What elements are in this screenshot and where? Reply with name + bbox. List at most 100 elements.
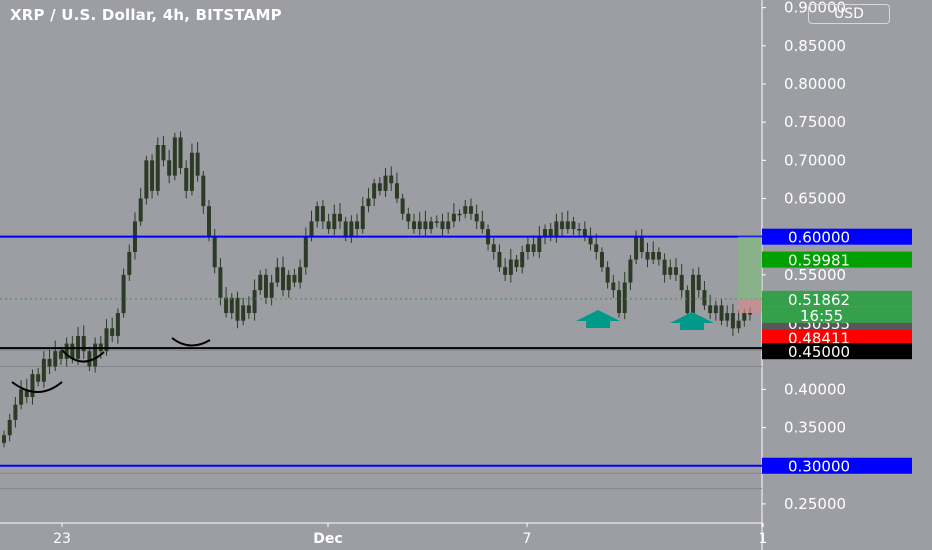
candle-body <box>24 389 29 398</box>
candle-body <box>309 221 314 237</box>
candle-body <box>320 206 325 222</box>
candle-body <box>150 160 155 191</box>
price-tag-label: 0.45000 <box>788 343 850 361</box>
price-tick-label: 0.35000 <box>784 419 846 437</box>
candle-body <box>36 374 41 382</box>
price-tag <box>762 457 912 474</box>
chart-title: XRP / U.S. Dollar, 4h, BITSTAMP <box>10 6 282 24</box>
price-tick-label: 0.75000 <box>784 113 846 131</box>
candle-body <box>463 206 468 214</box>
price-tag <box>762 228 912 245</box>
candle-body <box>429 221 434 230</box>
drawing-curve <box>11 381 63 393</box>
candle-body <box>639 236 644 252</box>
candle-body <box>457 213 462 216</box>
candle-body <box>161 145 166 161</box>
candle-body <box>30 374 35 398</box>
price-tag-label: 0.59981 <box>788 252 850 270</box>
candle-body <box>451 213 456 222</box>
candle-body <box>696 274 701 291</box>
candle-body <box>708 305 713 314</box>
candle-body <box>446 221 451 230</box>
candle-body <box>394 183 399 199</box>
candle-body <box>189 152 194 191</box>
candle-body <box>400 198 405 214</box>
candle-body <box>326 221 331 230</box>
price-tag <box>762 251 912 268</box>
candle-body <box>542 229 547 237</box>
countdown-label: 16:55 <box>800 307 843 325</box>
candle-body <box>184 167 189 191</box>
candle-body <box>286 274 291 291</box>
countdown-tag <box>762 306 912 323</box>
candle-body <box>115 313 120 336</box>
up-arrow-marker <box>670 312 714 330</box>
candle-body <box>702 290 707 306</box>
candle-body <box>611 282 616 291</box>
currency-button[interactable]: USD <box>808 4 890 24</box>
candle-body <box>725 313 730 321</box>
candle-body <box>337 213 342 222</box>
candle-body <box>406 213 411 222</box>
candle-body <box>252 290 257 314</box>
candle-body <box>577 229 582 231</box>
candle-body <box>224 297 229 314</box>
candle-body <box>514 259 519 268</box>
price-tag-label: 0.48411 <box>788 329 850 347</box>
up-arrow-marker <box>576 310 620 328</box>
candle-body <box>434 221 439 223</box>
candle-body <box>298 267 303 283</box>
candle-body <box>172 137 177 176</box>
candle-body <box>201 175 206 207</box>
drawing-curve <box>171 337 211 347</box>
price-tick-label: 0.70000 <box>784 151 846 169</box>
candle-body <box>594 244 599 252</box>
candle-body <box>47 358 52 367</box>
candle-body <box>110 328 115 336</box>
price-tag <box>762 343 912 360</box>
candle-body <box>423 221 428 230</box>
drawing-curve <box>61 349 105 363</box>
price-tag-label: 0.30000 <box>788 458 850 476</box>
candle-body <box>269 282 274 298</box>
candle-body <box>571 221 576 230</box>
candle-body <box>412 221 417 230</box>
candle-body <box>281 267 286 291</box>
candle-body <box>730 313 735 329</box>
price-tag-label: 0.51862 <box>788 291 850 309</box>
candle-body <box>19 389 24 405</box>
position-loss-zone <box>738 298 762 314</box>
candle-body <box>497 251 502 268</box>
candle-body <box>719 305 724 321</box>
price-tick-label: 0.55000 <box>784 266 846 284</box>
candle-body <box>474 213 479 222</box>
candle-body <box>195 152 200 176</box>
candle-body <box>656 251 661 260</box>
candle-body <box>491 244 496 252</box>
candle-body <box>303 236 308 268</box>
candle-body <box>121 274 126 314</box>
candle-body <box>360 206 365 230</box>
candle-body <box>7 419 12 436</box>
price-tick-label: 0.40000 <box>784 380 846 398</box>
candle-body <box>440 221 445 230</box>
candle-body <box>742 313 747 321</box>
candle-body <box>343 221 348 237</box>
candle-body <box>599 251 604 268</box>
candle-body <box>349 221 354 237</box>
candle-body <box>634 236 639 260</box>
candle-body <box>673 267 678 275</box>
candle-body <box>87 351 92 367</box>
candle-body <box>2 435 6 443</box>
candle-body <box>651 251 656 260</box>
candle-body <box>258 274 263 291</box>
candle-body <box>508 259 513 275</box>
candle-body <box>480 221 485 230</box>
candle-body <box>315 206 320 222</box>
time-tick-label: 23 <box>53 531 71 547</box>
candle-body <box>525 244 530 252</box>
candle-body <box>218 267 223 298</box>
candle-body <box>93 343 98 367</box>
candle-body <box>713 305 718 314</box>
